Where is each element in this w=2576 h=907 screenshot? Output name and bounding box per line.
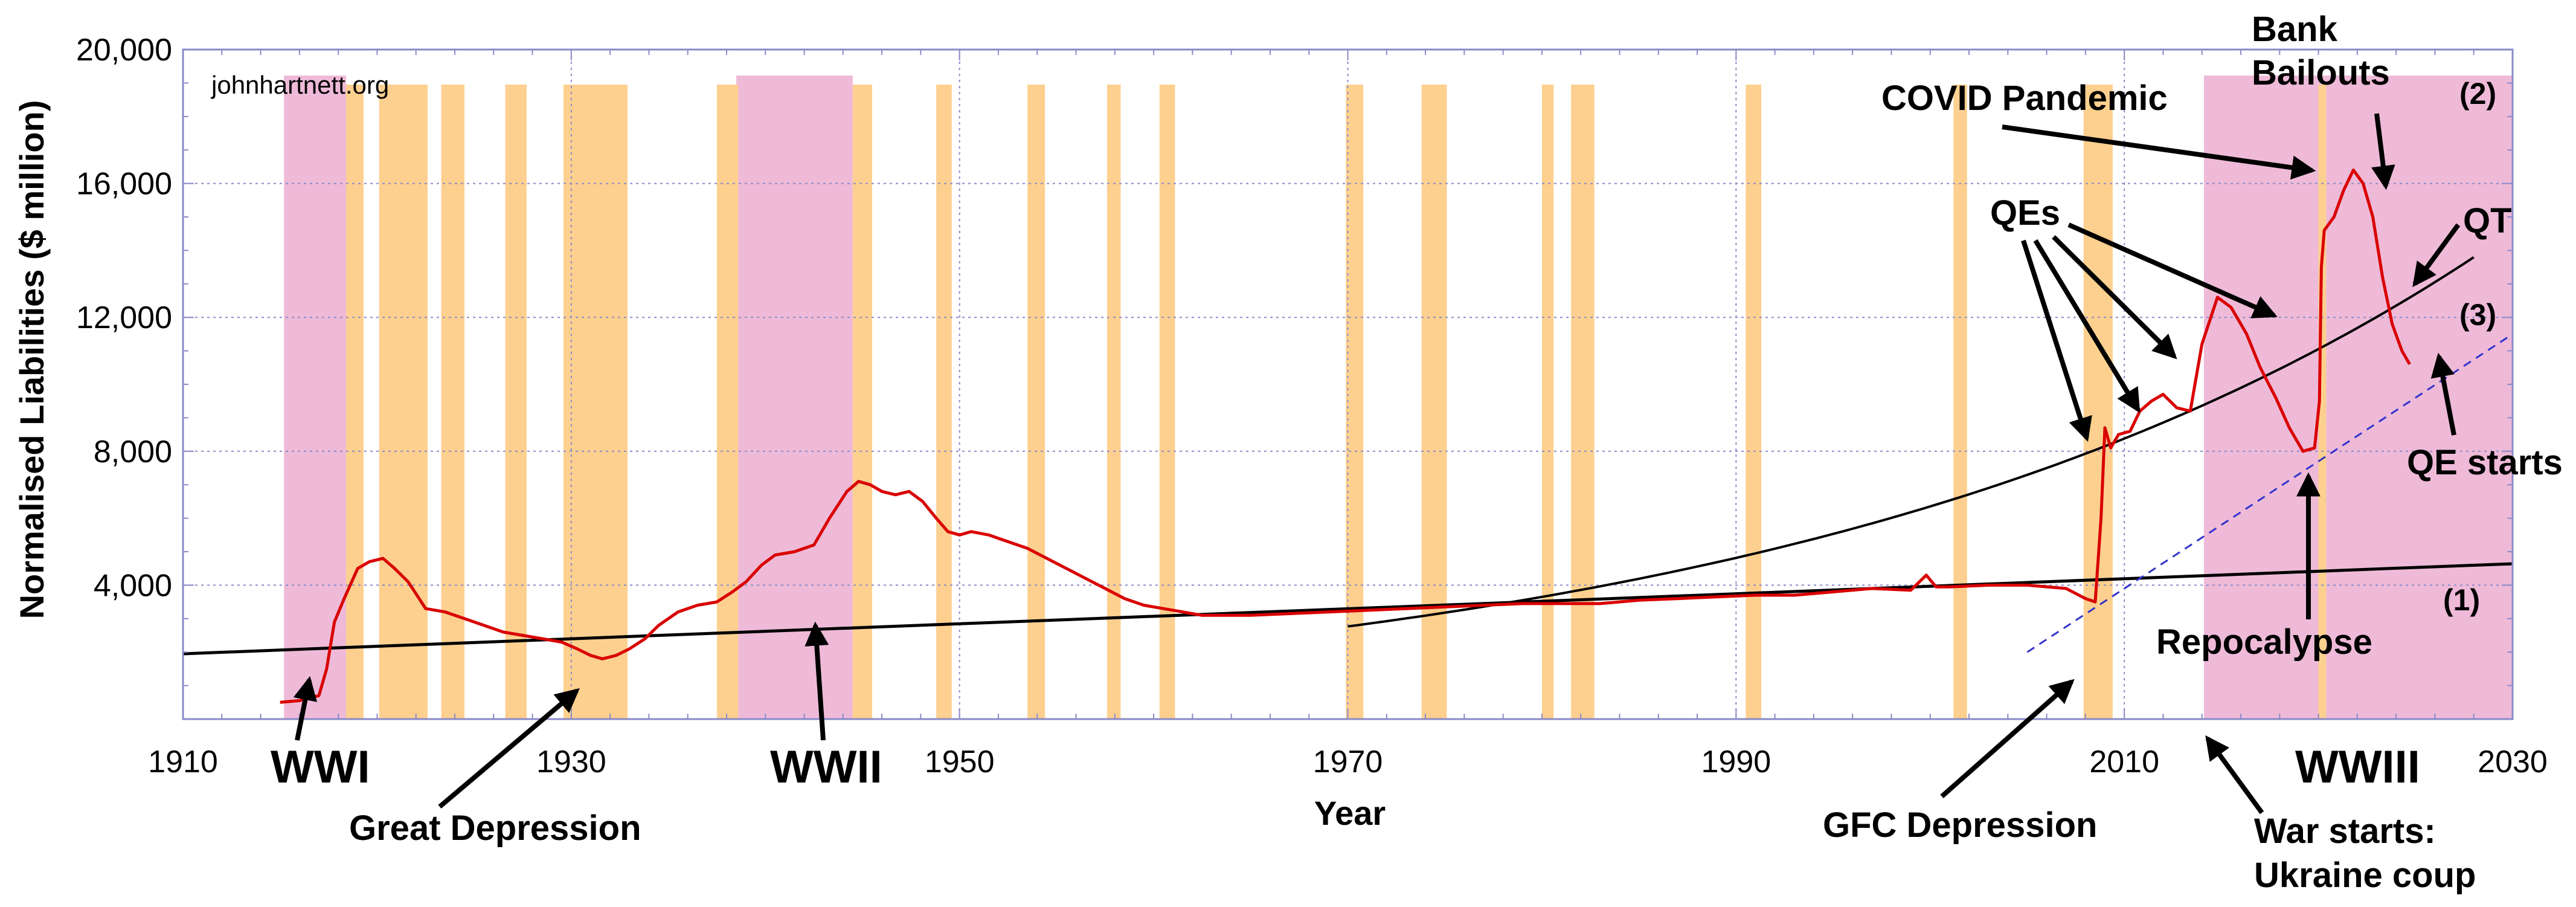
recession-band-2 xyxy=(441,85,465,719)
annotation-bailouts: Bailouts xyxy=(2252,53,2390,92)
arrow-wwi xyxy=(293,676,318,741)
recession-band-3 xyxy=(505,85,527,719)
x-axis-title: Year xyxy=(1314,794,1386,832)
war-band-2 xyxy=(2203,76,2513,719)
y-axis-title: Normalised Liabilities ($ million) xyxy=(13,100,51,619)
trend-curves xyxy=(182,256,2513,656)
arrow-great-depression xyxy=(438,688,580,809)
x-tick-label-1910: 1910 xyxy=(148,744,218,780)
arrow-qes-4 xyxy=(2067,222,2278,318)
annotation-ukraine-coup: Ukraine coup xyxy=(2254,856,2476,895)
tick-labels: 1910 1930 1950 1970 1990 2010 2030 4,000 8,000 12… xyxy=(76,33,2548,780)
recession-band-4 xyxy=(563,85,628,719)
arrow-qes-2 xyxy=(2033,239,2141,413)
arrow-qe-starts xyxy=(2430,352,2456,436)
war-band-0 xyxy=(284,76,346,719)
recession-band-8 xyxy=(1027,85,1045,719)
annotation-qes: QEs xyxy=(1990,193,2060,233)
shaded-periods xyxy=(284,76,2513,719)
annotation-wwi: WWI xyxy=(271,741,370,793)
arrow-gfc xyxy=(1940,679,2075,798)
x-tick-label-2030: 2030 xyxy=(2478,744,2548,780)
y-tick-label-4000: 4,000 xyxy=(94,568,172,603)
x-tick-label-1970: 1970 xyxy=(1313,744,1383,780)
series-line-0 xyxy=(280,168,2411,704)
x-tick-label-2010: 2010 xyxy=(2089,744,2159,780)
annotation-covid-pandemic: COVID Pandemic xyxy=(1881,79,2168,118)
recession-band-15 xyxy=(1746,85,1762,719)
arrow-bank-bailouts xyxy=(2371,113,2395,190)
x-tick-label-1930: 1930 xyxy=(536,744,606,780)
arrow-covid xyxy=(2002,124,2316,180)
recession-band-1 xyxy=(379,85,428,719)
annotation-gfc-depression: GFC Depression xyxy=(1823,805,2097,845)
arrow-qes-1 xyxy=(2021,239,2092,442)
arrow-qt xyxy=(2412,223,2461,288)
trend-line-3 xyxy=(2026,333,2513,653)
recession-band-0 xyxy=(345,85,364,719)
x-tick-label-1990: 1990 xyxy=(1701,744,1771,780)
trend-line-1 xyxy=(182,562,2513,656)
recession-band-7 xyxy=(936,85,952,719)
curve-label-3: (3) xyxy=(2459,298,2496,332)
recession-band-16 xyxy=(1953,85,1967,719)
arrow-qes-3 xyxy=(2052,235,2177,360)
data-series xyxy=(280,168,2411,704)
y-tick-label-8000: 8,000 xyxy=(94,434,172,470)
curve-label-1: (1) xyxy=(2443,583,2480,617)
recession-band-6 xyxy=(852,85,873,719)
annotation-qe-starts: QE starts xyxy=(2407,443,2563,482)
annotation-qt: QT xyxy=(2463,201,2512,240)
annotation-wwiii: WWIII xyxy=(2295,741,2420,793)
recession-band-14 xyxy=(1571,85,1595,719)
annotation-great-depression: Great Depression xyxy=(349,809,641,848)
recession-band-12 xyxy=(1421,85,1447,719)
trend-curve-2 xyxy=(1347,256,2475,628)
curve-label-2: (2) xyxy=(2459,77,2496,111)
y-tick-label-12000: 12,000 xyxy=(76,300,172,335)
plot-frame xyxy=(182,48,2514,720)
x-tick-label-1950: 1950 xyxy=(925,744,995,780)
recession-band-13 xyxy=(1541,85,1554,719)
annotation-arrows xyxy=(293,113,2461,815)
annotation-wwii: WWII xyxy=(770,741,882,793)
arrow-wwii xyxy=(805,621,829,741)
annotation-repocalypse: Repocalypse xyxy=(2156,622,2372,662)
recession-band-5 xyxy=(716,85,739,719)
recession-band-9 xyxy=(1107,85,1121,719)
war-band-1 xyxy=(736,76,853,719)
annotation-bank: Bank xyxy=(2252,10,2338,49)
watermark: johnhartnett.org xyxy=(210,71,389,99)
arrow-war-starts xyxy=(2205,735,2264,815)
recession-band-10 xyxy=(1159,85,1175,719)
recession-band-11 xyxy=(1346,85,1364,719)
y-tick-label-20000: 20,000 xyxy=(76,33,172,68)
recession-band-17 xyxy=(2083,85,2113,719)
y-tick-label-16000: 16,000 xyxy=(76,167,172,202)
annotation-war-starts: War starts: xyxy=(2254,812,2436,851)
